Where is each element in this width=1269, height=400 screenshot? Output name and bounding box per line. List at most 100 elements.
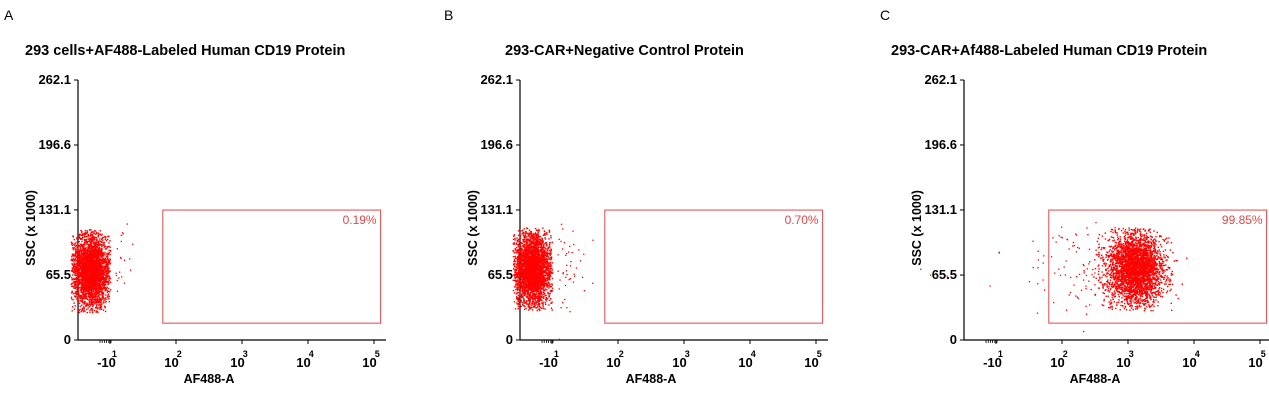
event-dot <box>87 264 90 267</box>
event-dot <box>518 238 521 240</box>
x-tick-label: -101 <box>97 349 117 370</box>
event-dot <box>72 293 75 295</box>
event-dot <box>522 229 524 232</box>
event-dot <box>533 243 535 246</box>
event-dot <box>90 307 93 310</box>
event-dot <box>73 271 75 274</box>
panel-letter: B <box>444 7 454 23</box>
event-dot <box>72 236 74 238</box>
event-dot <box>100 259 102 262</box>
event-dot <box>70 292 73 294</box>
event-dot <box>108 242 110 244</box>
event-dot <box>77 300 79 302</box>
event-dot <box>95 257 97 260</box>
event-dot <box>88 265 91 267</box>
event-dot <box>540 307 543 309</box>
event-dot <box>132 243 134 245</box>
event-dot <box>107 283 109 286</box>
event-dot <box>90 259 93 261</box>
event-dot <box>71 267 73 269</box>
event-dot <box>84 258 86 261</box>
event-dot <box>86 243 88 245</box>
event-dot <box>126 223 128 225</box>
event-dot <box>71 260 74 262</box>
event-dot <box>104 301 106 304</box>
event-dot <box>92 282 95 284</box>
event-dot <box>77 267 79 269</box>
event-dot <box>72 299 74 301</box>
event-dot <box>106 286 108 289</box>
event-dot <box>91 303 94 305</box>
event-dot <box>99 274 102 276</box>
event-dot <box>84 283 86 285</box>
event-dot <box>521 230 523 232</box>
event-dot <box>100 308 103 310</box>
event-dot <box>79 234 81 236</box>
event-dot <box>89 262 92 264</box>
event-dot <box>99 307 102 309</box>
event-dot <box>101 237 103 239</box>
event-dot <box>92 296 94 299</box>
event-dot <box>90 269 92 271</box>
event-dot <box>528 301 531 303</box>
event-dot <box>518 302 520 304</box>
event-dot <box>522 268 524 270</box>
event-dot <box>98 268 100 270</box>
event-dot <box>544 308 546 310</box>
event-dot <box>77 278 79 280</box>
event-dot <box>73 270 76 272</box>
event-dot <box>521 301 524 304</box>
event-dot <box>84 274 86 276</box>
event-dot <box>534 246 537 249</box>
event-dot <box>71 263 73 265</box>
y-tick-label: 65.5 <box>46 267 71 282</box>
event-dot <box>543 275 545 277</box>
event-dot <box>89 235 91 237</box>
event-dot <box>90 246 92 248</box>
event-dot <box>101 285 104 287</box>
event-dot <box>85 242 87 244</box>
event-dot <box>94 309 96 312</box>
event-dot <box>70 283 72 286</box>
event-dot <box>535 249 538 252</box>
event-dot <box>93 236 95 239</box>
event-dot <box>100 252 102 254</box>
event-dot <box>551 283 553 285</box>
event-dot <box>85 295 87 298</box>
event-dot <box>97 273 100 275</box>
event-dot <box>540 250 542 252</box>
event-dot <box>530 291 532 293</box>
event-dot <box>87 250 89 252</box>
event-dot <box>534 306 536 308</box>
event-dot <box>88 259 91 262</box>
event-dot <box>546 283 548 286</box>
event-dot <box>101 266 104 268</box>
event-dot <box>537 302 540 304</box>
event-dot <box>514 237 516 240</box>
y-axis-label: SSC (x 1000) <box>466 190 480 266</box>
event-dot <box>106 298 108 300</box>
event-dot <box>78 290 80 293</box>
event-dot <box>89 234 92 236</box>
event-dot <box>519 244 522 247</box>
event-dot <box>91 272 93 274</box>
event-dot <box>99 271 101 273</box>
event-dot <box>532 289 534 291</box>
event-dot <box>90 302 92 304</box>
event-dot <box>81 258 83 260</box>
event-dot <box>515 257 518 259</box>
event-dot <box>74 254 77 256</box>
event-dot <box>551 262 554 264</box>
event-dot <box>95 273 97 275</box>
event-dot <box>98 247 100 249</box>
event-dot <box>520 269 523 271</box>
event-dot <box>75 252 78 255</box>
event-dot <box>85 254 87 256</box>
event-dot <box>81 248 84 251</box>
event-dot <box>544 261 546 263</box>
event-dot <box>84 269 86 271</box>
event-dot <box>72 253 74 255</box>
event-dot <box>541 254 543 257</box>
event-dot <box>106 246 108 248</box>
event-dot <box>96 259 98 261</box>
